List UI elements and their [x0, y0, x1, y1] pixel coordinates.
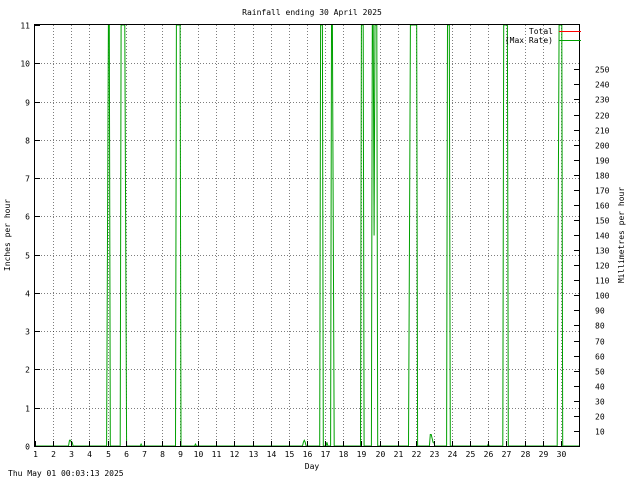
y2-tick-label: 30	[595, 398, 605, 407]
y2-tick-label: 150	[595, 217, 610, 226]
x-tick-label: 12	[230, 450, 240, 459]
plot-border	[34, 24, 580, 447]
y-tick-label: 8	[25, 137, 30, 146]
y2-tick-label: 160	[595, 202, 610, 211]
x-tick-label: 14	[267, 450, 277, 459]
y-tick-label: 6	[25, 213, 30, 222]
y-tick-label: 2	[25, 366, 30, 375]
y2-axis-label: Millimetres per hour	[617, 187, 626, 284]
y2-tick-label: 20	[595, 413, 605, 422]
x-tick-label: 25	[466, 450, 476, 459]
timestamp: Thu May 01 00:03:13 2025	[8, 469, 124, 478]
legend: Total (Max Rate)	[505, 27, 581, 45]
legend-label-total: Total	[529, 27, 553, 36]
x-tick-label: 7	[142, 450, 147, 459]
y2-tick-label: 220	[595, 112, 610, 121]
y2-tick-label: 40	[595, 383, 605, 392]
x-tick-label: 19	[357, 450, 367, 459]
y-tick-labels: 0 1 2 3 4 5 6 7 8 9 10 11	[20, 22, 30, 452]
y-axis-label: Inches per hour	[3, 199, 12, 271]
y2-tick-label: 10	[595, 428, 605, 437]
x-tick-label: 22	[412, 450, 422, 459]
x-tick-label: 8	[160, 450, 165, 459]
x-tick-label: 13	[249, 450, 259, 459]
legend-label-max-rate: (Max Rate)	[505, 36, 553, 45]
x-tick-label: 20	[376, 450, 386, 459]
y2-tick-label: 140	[595, 232, 610, 241]
grid-lines	[35, 25, 579, 446]
y2-tick-label: 250	[595, 66, 610, 75]
x-tick-label: 5	[106, 450, 111, 459]
y2-tick-label: 130	[595, 247, 610, 256]
x-tick-label: 28	[521, 450, 531, 459]
y2-tick-label: 190	[595, 157, 610, 166]
y2-tick-label: 110	[595, 277, 610, 286]
x-tick-label: 15	[285, 450, 295, 459]
x-tick-label: 9	[178, 450, 183, 459]
x-tick-label: 23	[430, 450, 440, 459]
y2-tick-label: 80	[595, 322, 605, 331]
y-tick-label: 3	[25, 328, 30, 337]
axis-ticks	[35, 25, 579, 447]
y-tick-label: 4	[25, 290, 30, 299]
x-tick-label: 21	[394, 450, 404, 459]
x-tick-label: 4	[87, 450, 92, 459]
x-tick-label: 26	[484, 450, 494, 459]
y2-tick-label: 90	[595, 307, 605, 316]
x-tick-label: 16	[303, 450, 313, 459]
y2-tick-label: 50	[595, 368, 605, 377]
y-tick-label: 7	[25, 175, 30, 184]
x-tick-label: 11	[212, 450, 222, 459]
y-tick-label: 10	[20, 60, 30, 69]
y2-tick-labels: 10 20 30 40 50 60 70 80 90 100 110 120 130 140 150 160 1…	[595, 66, 610, 437]
x-tick-label: 17	[321, 450, 331, 459]
x-tick-label: 29	[539, 450, 549, 459]
x-tick-label: 18	[339, 450, 349, 459]
y2-tick-label: 100	[595, 292, 610, 301]
y2-tick-label: 60	[595, 353, 605, 362]
y2-tick-label: 170	[595, 187, 610, 196]
y-tick-label: 0	[25, 443, 30, 452]
y2-tick-label: 70	[595, 338, 605, 347]
x-tick-label: 1	[33, 450, 38, 459]
x-tick-label: 27	[502, 450, 512, 459]
y-tick-label: 1	[25, 405, 30, 414]
x-tick-label: 30	[557, 450, 567, 459]
chart-title: Rainfall ending 30 April 2025	[242, 8, 382, 17]
x-tick-labels: 1 2 3 4 5 6 7 8 9 10 11 12 13 14 15 16 17 18 19 20 21 22 23 24 2…	[33, 450, 566, 459]
y2-tick-label: 240	[595, 81, 610, 90]
x-tick-label: 2	[51, 450, 56, 459]
y2-tick-label: 230	[595, 96, 610, 105]
x-tick-label: 24	[448, 450, 458, 459]
y2-tick-label: 200	[595, 142, 610, 151]
y-tick-label: 11	[20, 22, 30, 31]
y2-tick-label: 120	[595, 262, 610, 271]
x-tick-label: 6	[124, 450, 129, 459]
y-tick-label: 5	[25, 252, 30, 261]
x-tick-label: 10	[194, 450, 204, 459]
y2-tick-label: 180	[595, 172, 610, 181]
x-tick-label: 3	[69, 450, 74, 459]
x-axis-label: Day	[305, 462, 320, 471]
y2-tick-label: 210	[595, 127, 610, 136]
y-tick-label: 9	[25, 99, 30, 108]
